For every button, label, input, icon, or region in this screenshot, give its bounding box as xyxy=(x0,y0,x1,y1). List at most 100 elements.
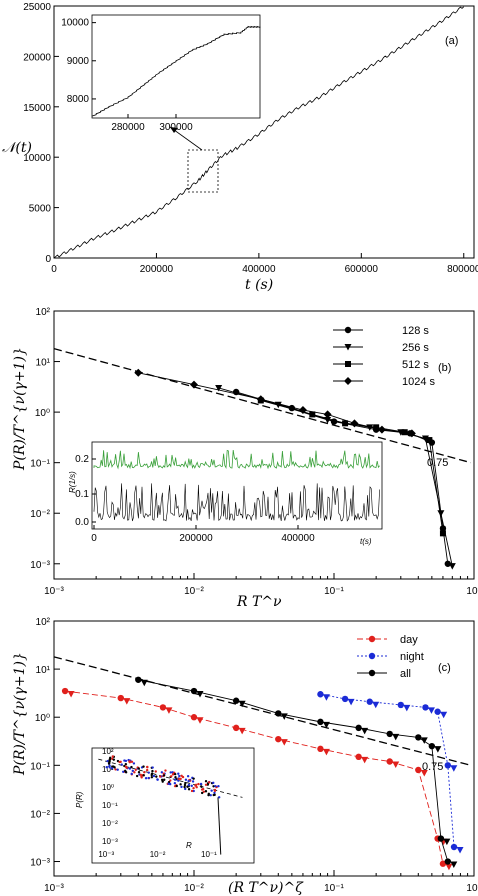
c-point-circle xyxy=(275,735,282,743)
panel-b-inset: 0 200000 400000 0.0 0.1 0.2 R(1/s) t(s) xyxy=(68,441,383,546)
b-point-triangle xyxy=(324,416,332,424)
b-point-square xyxy=(439,530,446,537)
panel-b-inset-ticks: 0 200000 400000 0.0 0.1 0.2 xyxy=(75,454,315,544)
panel-c-inset-point xyxy=(162,774,166,777)
panel-c-inset-point xyxy=(108,764,111,767)
panel-b-inset-y-tick-label: 0.2 xyxy=(75,454,89,465)
panel-b-inset-green-trace xyxy=(93,449,380,470)
c-point-circle xyxy=(415,734,422,741)
panel-a-x-tick-label: 0 xyxy=(51,264,57,275)
panel-c-inset-point xyxy=(194,784,197,787)
b-x-tick-label: 10⁻¹ xyxy=(324,586,344,597)
c-point-triangle xyxy=(420,737,428,744)
panel-b-inset-y-tick-label: 0.1 xyxy=(75,489,89,500)
panel-c-inset-point xyxy=(190,789,194,793)
panel-c-inset-point xyxy=(184,778,188,781)
c-point-circle xyxy=(437,835,445,842)
panel-c-inset-point xyxy=(108,756,112,760)
b-x-tick-label: 10⁻² xyxy=(184,586,204,597)
b-point-square xyxy=(373,424,380,431)
c-series-line xyxy=(65,690,444,864)
panel-c-inset-point xyxy=(207,781,211,784)
c-point-circle xyxy=(397,701,404,709)
panel-c-inset-point xyxy=(200,785,203,789)
panel-c-inset-point xyxy=(169,771,172,774)
c-point-circle xyxy=(61,687,69,695)
c-point-triangle xyxy=(140,679,148,687)
panel-b-legend-label: 1024 s xyxy=(402,376,436,388)
c-point-circle xyxy=(439,860,447,867)
panel-c-legend-marker xyxy=(368,635,376,643)
panel-a-y-tick-label: 25000 xyxy=(23,2,51,13)
panel-c-inset-point xyxy=(154,770,157,773)
panel-c-inset-point xyxy=(213,791,216,795)
b-point-triangle xyxy=(448,563,456,570)
panel-c-inset-point xyxy=(120,763,123,766)
panel-c-legend-label: day xyxy=(400,634,418,646)
b-y-tick-label: 10¹ xyxy=(36,358,51,369)
c-point-triangle xyxy=(361,727,369,735)
c-point-circle xyxy=(415,766,422,774)
panel-c-inset-point xyxy=(192,789,195,793)
panel-a-series-line xyxy=(53,6,465,259)
c-point-triangle xyxy=(280,739,288,746)
c-point-triangle xyxy=(322,694,330,701)
panel-c-inset-point xyxy=(150,775,154,779)
panel-c-inset-point xyxy=(143,771,146,774)
panel-c-inset-point xyxy=(209,794,212,797)
c-point-circle xyxy=(317,691,324,698)
panel-c-inset-point xyxy=(210,789,213,792)
c-point-circle xyxy=(450,843,458,851)
panel-a-x-tick-label: 800000 xyxy=(447,264,478,275)
panel-c-inset-point xyxy=(147,771,150,774)
panel-c-inset-point xyxy=(200,791,204,795)
c-y-tick-label: 10⁰ xyxy=(35,713,50,724)
c-point-circle xyxy=(386,730,393,738)
panel-c-inset-point xyxy=(187,783,191,787)
panel-a-y-ticks: 0 5000 10000 15000 20000 25000 xyxy=(23,2,59,265)
panel-c-inset-cutoff xyxy=(217,797,222,855)
c-point-circle xyxy=(434,708,441,715)
panel-c-inset-point xyxy=(133,771,136,774)
panel-c-inset-point xyxy=(123,759,126,762)
c-point-triangle xyxy=(372,701,380,709)
panel-a-inset-frame xyxy=(91,14,261,119)
panel-c-inset-x-tick-label: 10⁻¹ xyxy=(201,850,217,859)
panel-c-series xyxy=(61,676,464,871)
b-y-tick-label: 10⁻¹ xyxy=(30,459,50,470)
panel-c-inset-point xyxy=(111,765,114,768)
panel-a-inset-x-tick-label: 280000 xyxy=(111,122,145,133)
panel-c-inset-point xyxy=(167,782,170,785)
c-point-triangle xyxy=(322,748,330,756)
c-point-triangle xyxy=(427,707,435,714)
b-point-square xyxy=(426,437,433,444)
panel-c-inset-point xyxy=(212,781,215,785)
panel-b-xlabel: R T^ν xyxy=(236,594,282,610)
panel-c-ylabel: P(R)/T^{ν(γ+1)} xyxy=(12,652,28,776)
panel-c-inset-point xyxy=(174,776,177,779)
panel-a-zoom-box xyxy=(187,149,219,193)
panel-c-inset-point xyxy=(106,759,109,763)
panel-b-legend-point-circle xyxy=(344,326,352,334)
panel-c-inset-point xyxy=(134,768,137,772)
b-point-diamond xyxy=(190,380,198,389)
c-point-circle xyxy=(317,718,324,726)
panel-a-arrow-head xyxy=(170,127,178,133)
c-point-triangle xyxy=(67,691,75,698)
panel-a-inset-line xyxy=(91,25,261,117)
panel-a-inset-x-tick-label: 300000 xyxy=(159,122,193,133)
panel-b-inset-y-tick-label: 0.0 xyxy=(75,517,89,528)
c-point-triangle xyxy=(165,707,173,714)
panel-c-inset-point xyxy=(112,758,116,761)
c-y-tick-label: 10⁻¹ xyxy=(30,761,50,772)
panel-c-inset-point xyxy=(118,760,121,764)
panel-a-x-tick-label: 200000 xyxy=(140,264,174,275)
c-point-circle xyxy=(355,724,362,732)
panel-c-inset-point xyxy=(204,780,208,783)
c-point-triangle xyxy=(238,727,246,735)
c-point-circle xyxy=(422,704,429,711)
c-point-triangle xyxy=(196,691,204,698)
b-point-triangle xyxy=(437,510,445,517)
panel-c-inset-point xyxy=(213,793,216,797)
